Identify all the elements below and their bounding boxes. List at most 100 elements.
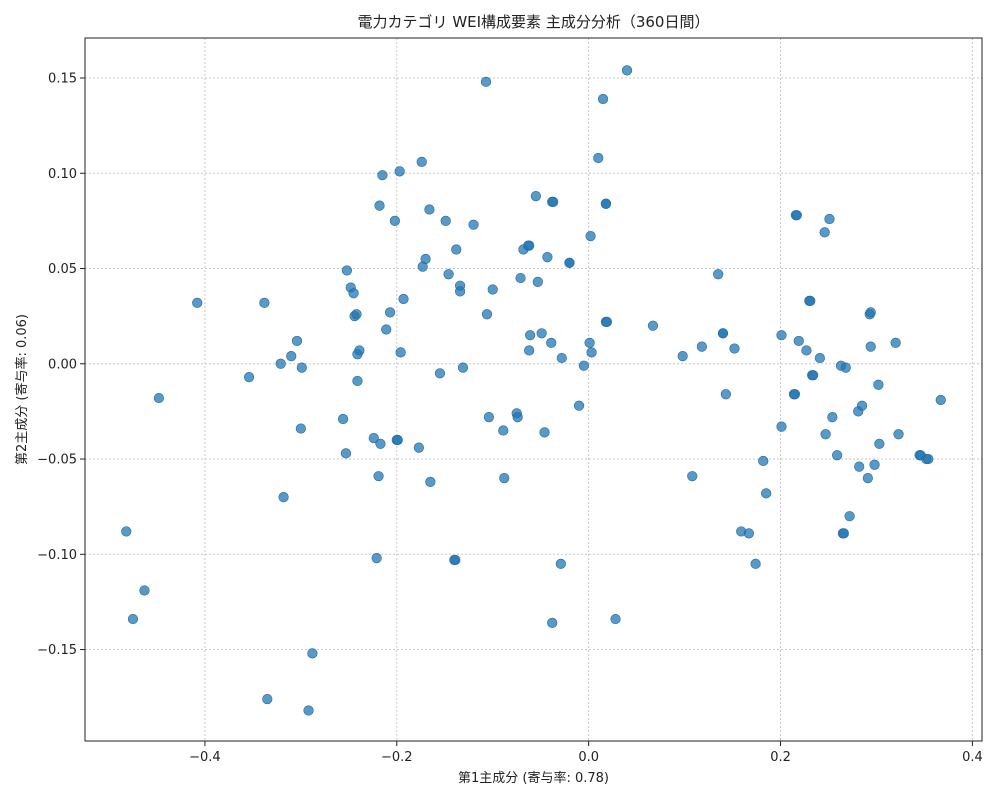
scatter-point [413,442,424,453]
chart-title: 電力カテゴリ WEI構成要素 主成分分析（360日間） [358,13,710,31]
scatter-point [524,240,535,251]
scatter-point [758,455,769,467]
scatter-point [450,554,461,566]
scatter-point [532,276,543,287]
scatter-point [814,352,825,364]
scatter-point [854,461,865,472]
scatter-point [586,347,597,358]
scatter-point [351,309,362,320]
scatter-point [278,492,289,503]
scatter-point [717,328,729,339]
scatter-point [468,219,479,230]
scatter-point [416,156,427,167]
scatter-point [820,429,831,440]
scatter-point [392,434,403,446]
scatter-point [824,213,835,225]
y-tick-label: −0.10 [37,548,77,563]
scatter-point [564,257,575,268]
scatter-point [121,526,132,537]
y-tick-label: −0.15 [37,643,77,658]
scatter-point [585,231,596,242]
scatter-point [286,351,297,362]
scatter-point [424,204,435,215]
scatter-point [425,476,436,487]
scatter-point [827,412,838,423]
gridlines [85,38,982,741]
scatter-point [481,309,493,320]
scatter-point [340,448,352,459]
scatter-point [687,471,698,482]
scatter-point [610,613,621,625]
scatter-point [307,648,318,659]
scatter-point [548,196,559,207]
scatter-point [368,432,379,444]
scatter-point [729,343,740,354]
data-points [121,65,946,716]
scatter-point [935,394,946,406]
y-tick-label: 0.15 [48,72,77,87]
scatter-point [352,375,363,387]
scatter-point [869,459,880,470]
scatter-point [801,345,812,356]
scatter-point [601,316,612,327]
scatter-point [243,372,255,383]
y-tick-label: 0.00 [48,357,77,372]
scatter-point [498,425,509,436]
scatter-point [597,93,609,105]
scatter-point [556,352,567,364]
scatter-point [384,307,396,318]
scatter-point [844,511,855,522]
scatter-point [720,389,731,400]
scatter-point [862,472,873,484]
scatter-point [394,166,405,177]
scatter-point [761,488,772,499]
scatter-point [373,471,384,482]
scatter-point [153,392,164,404]
scatter-point [793,335,804,347]
scatter-point [546,337,557,348]
scatter-point [789,389,801,400]
scatter-point [530,191,541,202]
scatter-point [139,585,150,596]
scatter-point [348,288,359,299]
scatter-point [547,617,558,628]
scatter-point [374,200,385,211]
scatter-point [455,286,466,297]
scatter-point [893,429,904,440]
scatter-point [259,297,270,308]
scatter-point [192,297,203,308]
scatter-point [275,358,286,369]
y-tick-label: 0.05 [48,262,77,277]
scatter-point [776,330,787,341]
scatter-point [743,528,754,539]
scatter-point [776,421,787,432]
scatter-point [515,272,526,284]
scatter-point [621,65,633,76]
scatter-point [865,307,876,318]
scatter-point [819,227,830,238]
scatter-point [420,253,431,265]
scatter-point [337,413,349,425]
x-tick-label: 0.2 [770,750,791,765]
scatter-point [341,265,353,276]
scatter-point [395,347,406,358]
scatter-point [677,351,688,362]
scatter-point [487,284,498,295]
x-tick-label: −0.4 [189,750,221,765]
scatter-point [890,337,901,348]
scatter-point [389,215,400,226]
scatter-point [555,558,566,569]
scatter-point [647,320,659,331]
y-tick-label: −0.05 [37,453,77,468]
scatter-point [127,613,139,625]
scatter-point [713,269,724,280]
scatter-point [832,450,843,461]
scatter-point [381,324,392,335]
scatter-point [536,328,547,339]
scatter-point [512,412,523,423]
scatter-point [573,400,585,411]
y-axis-label: 第2主成分 (寄与率: 0.06) [14,314,30,465]
scatter-point [524,345,535,356]
scatter-point [291,335,303,347]
scatter-point [457,362,469,373]
